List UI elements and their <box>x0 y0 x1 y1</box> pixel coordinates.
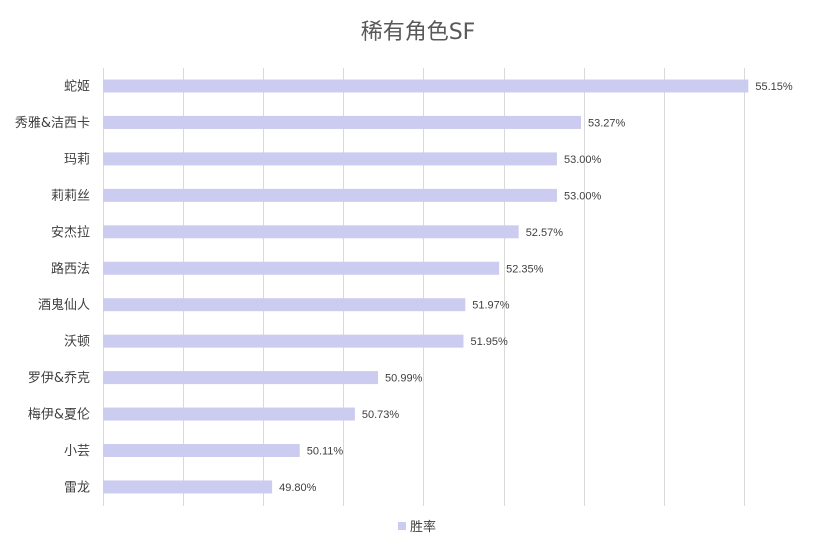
chart-title: 稀有角色SF <box>360 20 476 45</box>
category-label: 秀雅&洁西卡 <box>15 116 90 131</box>
bar <box>103 298 466 312</box>
bar <box>103 79 749 93</box>
bar <box>103 444 300 457</box>
legend-label: 胜率 <box>410 519 436 535</box>
category-label: 罗伊&乔克 <box>28 371 90 386</box>
data-label: 49.80% <box>279 482 317 494</box>
gridlines <box>103 68 745 506</box>
data-label: 50.73% <box>362 409 400 421</box>
bar <box>103 188 557 202</box>
category-label: 安杰拉 <box>51 225 90 240</box>
bar <box>103 261 500 275</box>
bar <box>103 115 581 129</box>
bar <box>103 225 519 239</box>
category-label: 酒鬼仙人 <box>38 297 90 313</box>
bar <box>103 152 557 166</box>
data-label: 53.00% <box>564 154 602 166</box>
bar <box>103 480 273 494</box>
bar <box>103 371 379 385</box>
data-label: 52.57% <box>526 227 564 239</box>
data-label: 50.99% <box>385 373 423 385</box>
category-label: 沃顿 <box>64 335 90 350</box>
category-label: 小芸 <box>64 443 90 459</box>
data-label: 51.95% <box>471 336 509 348</box>
category-label: 莉莉丝 <box>51 189 90 204</box>
category-label: 路西法 <box>51 261 90 277</box>
legend: 胜率 <box>398 519 436 535</box>
legend-swatch <box>398 522 406 530</box>
data-label: 51.97% <box>472 300 510 312</box>
data-label: 52.35% <box>506 263 544 275</box>
category-label: 雷龙 <box>64 480 90 495</box>
category-label: 蛇姬 <box>64 80 90 95</box>
category-label: 梅伊&夏伦 <box>28 408 90 423</box>
bar <box>103 334 464 348</box>
data-label: 50.11% <box>307 446 344 458</box>
data-label: 53.00% <box>564 190 602 202</box>
data-label: 55.15% <box>755 81 793 93</box>
data-label: 53.27% <box>588 117 626 129</box>
category-label: 玛莉 <box>64 152 90 167</box>
bar <box>103 407 355 421</box>
